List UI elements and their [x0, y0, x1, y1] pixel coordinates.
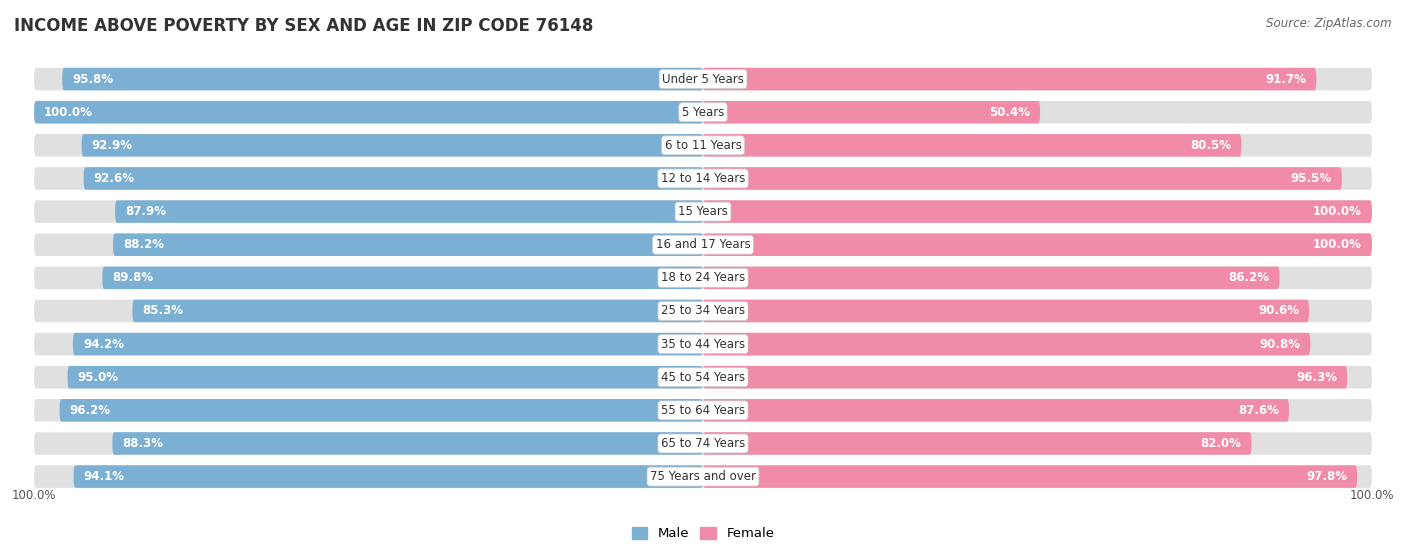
FancyBboxPatch shape	[34, 300, 1372, 322]
Text: 86.2%: 86.2%	[1229, 271, 1270, 285]
FancyBboxPatch shape	[34, 134, 1372, 157]
FancyBboxPatch shape	[703, 101, 1040, 124]
FancyBboxPatch shape	[34, 399, 1372, 421]
Text: 82.0%: 82.0%	[1201, 437, 1241, 450]
FancyBboxPatch shape	[703, 68, 1316, 91]
FancyBboxPatch shape	[34, 234, 1372, 256]
Text: 12 to 14 Years: 12 to 14 Years	[661, 172, 745, 185]
FancyBboxPatch shape	[34, 465, 1372, 488]
FancyBboxPatch shape	[703, 366, 1347, 389]
FancyBboxPatch shape	[703, 134, 1241, 157]
Text: 15 Years: 15 Years	[678, 205, 728, 218]
Text: 94.2%: 94.2%	[83, 338, 124, 350]
FancyBboxPatch shape	[703, 167, 1341, 190]
FancyBboxPatch shape	[703, 267, 1279, 289]
Text: 6 to 11 Years: 6 to 11 Years	[665, 139, 741, 152]
Text: 85.3%: 85.3%	[142, 305, 184, 318]
Text: 100.0%: 100.0%	[1350, 490, 1395, 503]
Text: 96.2%: 96.2%	[69, 404, 111, 417]
FancyBboxPatch shape	[703, 333, 1310, 356]
Text: 100.0%: 100.0%	[1313, 205, 1362, 218]
Text: 18 to 24 Years: 18 to 24 Years	[661, 271, 745, 285]
FancyBboxPatch shape	[34, 101, 1372, 124]
Text: 94.1%: 94.1%	[83, 470, 125, 483]
FancyBboxPatch shape	[703, 300, 1309, 322]
Text: 25 to 34 Years: 25 to 34 Years	[661, 305, 745, 318]
FancyBboxPatch shape	[67, 366, 703, 389]
Text: 95.5%: 95.5%	[1291, 172, 1331, 185]
FancyBboxPatch shape	[703, 200, 1372, 223]
FancyBboxPatch shape	[112, 234, 703, 256]
Text: 100.0%: 100.0%	[44, 106, 93, 119]
Text: 87.6%: 87.6%	[1237, 404, 1279, 417]
FancyBboxPatch shape	[34, 432, 1372, 454]
FancyBboxPatch shape	[703, 465, 1357, 488]
Text: 75 Years and over: 75 Years and over	[650, 470, 756, 483]
Text: 55 to 64 Years: 55 to 64 Years	[661, 404, 745, 417]
Text: 92.6%: 92.6%	[94, 172, 135, 185]
Text: 95.0%: 95.0%	[77, 371, 118, 383]
FancyBboxPatch shape	[83, 167, 703, 190]
FancyBboxPatch shape	[73, 465, 703, 488]
Text: 16 and 17 Years: 16 and 17 Years	[655, 238, 751, 251]
Text: 35 to 44 Years: 35 to 44 Years	[661, 338, 745, 350]
FancyBboxPatch shape	[34, 101, 703, 124]
Text: 87.9%: 87.9%	[125, 205, 166, 218]
Text: 97.8%: 97.8%	[1306, 470, 1347, 483]
FancyBboxPatch shape	[62, 68, 703, 91]
FancyBboxPatch shape	[34, 68, 1372, 91]
FancyBboxPatch shape	[132, 300, 703, 322]
FancyBboxPatch shape	[112, 432, 703, 454]
Text: 96.3%: 96.3%	[1296, 371, 1337, 383]
FancyBboxPatch shape	[115, 200, 703, 223]
FancyBboxPatch shape	[703, 432, 1251, 454]
Text: 95.8%: 95.8%	[72, 73, 114, 86]
Text: 80.5%: 80.5%	[1191, 139, 1232, 152]
Text: 90.8%: 90.8%	[1260, 338, 1301, 350]
FancyBboxPatch shape	[34, 267, 1372, 289]
FancyBboxPatch shape	[59, 399, 703, 421]
FancyBboxPatch shape	[34, 366, 1372, 389]
FancyBboxPatch shape	[34, 200, 1372, 223]
FancyBboxPatch shape	[34, 167, 1372, 190]
Text: 65 to 74 Years: 65 to 74 Years	[661, 437, 745, 450]
FancyBboxPatch shape	[703, 399, 1289, 421]
FancyBboxPatch shape	[82, 134, 703, 157]
Text: 92.9%: 92.9%	[91, 139, 132, 152]
FancyBboxPatch shape	[34, 333, 1372, 356]
Text: 91.7%: 91.7%	[1265, 73, 1306, 86]
Text: 90.6%: 90.6%	[1258, 305, 1299, 318]
Legend: Male, Female: Male, Female	[626, 522, 780, 546]
FancyBboxPatch shape	[703, 234, 1372, 256]
FancyBboxPatch shape	[73, 333, 703, 356]
Text: 100.0%: 100.0%	[1313, 238, 1362, 251]
Text: 5 Years: 5 Years	[682, 106, 724, 119]
Text: 45 to 54 Years: 45 to 54 Years	[661, 371, 745, 383]
Text: Source: ZipAtlas.com: Source: ZipAtlas.com	[1267, 17, 1392, 30]
Text: 50.4%: 50.4%	[988, 106, 1031, 119]
Text: Under 5 Years: Under 5 Years	[662, 73, 744, 86]
Text: 88.2%: 88.2%	[124, 238, 165, 251]
FancyBboxPatch shape	[103, 267, 703, 289]
Text: INCOME ABOVE POVERTY BY SEX AND AGE IN ZIP CODE 76148: INCOME ABOVE POVERTY BY SEX AND AGE IN Z…	[14, 17, 593, 35]
Text: 88.3%: 88.3%	[122, 437, 163, 450]
Text: 89.8%: 89.8%	[112, 271, 153, 285]
Text: 100.0%: 100.0%	[11, 490, 56, 503]
